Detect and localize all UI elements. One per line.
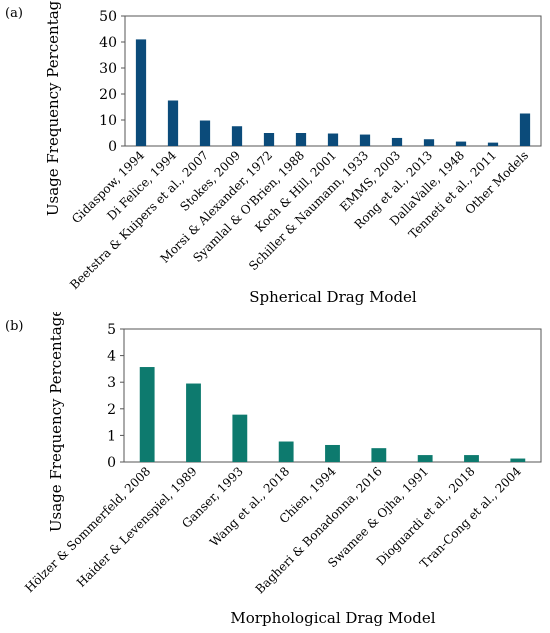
y-tick-label: 3 xyxy=(107,375,116,391)
bar xyxy=(519,113,531,146)
y-tick-label: 0 xyxy=(108,139,117,155)
bar xyxy=(325,444,340,462)
x-axis-label: Morphological Drag Model xyxy=(230,609,435,627)
bar xyxy=(186,383,201,462)
y-tick-label: 50 xyxy=(99,9,117,25)
bar xyxy=(135,39,147,146)
y-tick-label: 2 xyxy=(107,402,116,418)
bar xyxy=(199,120,211,146)
y-axis-label: Usage Frequency Percentage xyxy=(47,312,65,532)
y-tick-label: 20 xyxy=(99,87,117,103)
chart-panel-a: (a) 0 10 20 30 40 50 Gidaspow, 1994 Di Felice, … xyxy=(0,0,550,312)
chart-panel-b: (b) 0 1 2 3 4 5 Hölzer & Sommerfeld, 2008 Haide… xyxy=(0,312,550,633)
y-tick-label: 5 xyxy=(107,322,116,338)
bar xyxy=(295,133,307,146)
bar xyxy=(278,441,294,462)
x-axis-label: Spherical Drag Model xyxy=(249,288,417,306)
bar xyxy=(359,134,371,146)
y-tick-label: 40 xyxy=(99,35,117,51)
bar xyxy=(139,367,155,462)
panel-label-b: (b) xyxy=(5,319,24,334)
bar xyxy=(263,133,275,146)
y-axis-label: Usage Frequency Percentage xyxy=(44,0,62,216)
x-tick-label: Wang et al., 2018 xyxy=(207,464,292,549)
bar xyxy=(391,137,403,146)
y-tick-label: 1 xyxy=(107,428,116,444)
bar xyxy=(327,133,339,146)
bar xyxy=(510,458,526,462)
bar xyxy=(167,100,179,146)
bar xyxy=(232,414,248,462)
bar xyxy=(231,126,243,146)
plot-frame xyxy=(124,15,542,147)
x-tick-label: Beetstra & Kuipers et al., 2007 xyxy=(67,148,211,292)
y-tick-label: 10 xyxy=(99,113,117,129)
panel-label-a: (a) xyxy=(5,6,23,21)
y-tick-label: 0 xyxy=(107,455,116,471)
bar xyxy=(455,141,467,146)
bar xyxy=(423,139,435,146)
bar xyxy=(417,455,433,462)
bar xyxy=(487,142,499,146)
y-tick-label: 4 xyxy=(107,349,116,365)
y-tick-label: 30 xyxy=(99,61,117,77)
bar xyxy=(464,455,479,462)
bar xyxy=(371,448,387,462)
